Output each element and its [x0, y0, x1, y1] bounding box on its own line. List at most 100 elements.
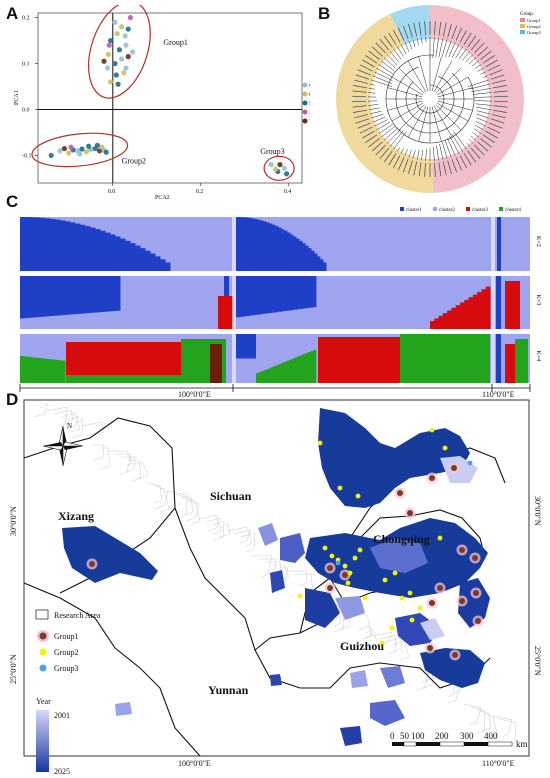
- dendrogram-leaf-label-mark: [402, 159, 409, 173]
- pca-legend-swatch: [302, 118, 308, 124]
- dendrogram-leaf-branch: [369, 83, 375, 86]
- dendrogram-leaf-branch: [467, 79, 490, 87]
- dendrogram-leaf-label-mark: [393, 29, 401, 43]
- dendrogram-leaf-branch: [468, 57, 477, 65]
- dendrogram-leaf-branch: [378, 64, 394, 75]
- dendrogram-leaf-branch: [435, 37, 439, 58]
- dendrogram-leaf-branch: [438, 38, 444, 57]
- county-boundary: [470, 706, 486, 735]
- dendrogram-leaf-label-mark: [447, 160, 452, 175]
- dendrogram-leaf-label-mark: [451, 25, 458, 39]
- dendrogram-leaf-label-mark: [463, 153, 472, 166]
- dendrogram-internal-branch: [431, 106, 442, 142]
- dendrogram-leaf-branch: [474, 100, 492, 102]
- dendrogram-leaf-branch: [376, 121, 391, 131]
- dendrogram-leaf-branch: [380, 60, 395, 72]
- structure-bar-cluster1: [110, 276, 114, 312]
- structure-legend-swatch: [400, 207, 404, 211]
- scale-label-300: 300: [460, 731, 474, 741]
- pca-point: [273, 166, 279, 172]
- dendrogram-internal-branch: [407, 105, 427, 138]
- structure-bar-cluster1: [257, 219, 261, 271]
- county-boundary: [114, 453, 132, 476]
- group2-sample-point: [337, 485, 343, 491]
- structure-bar-cluster1: [296, 276, 301, 310]
- pca-point: [108, 37, 114, 44]
- structure-bar-cluster4: [22, 356, 26, 383]
- structure-bar-cluster3: [438, 315, 444, 329]
- pca-point: [79, 146, 85, 152]
- dendrogram-leaf-label-mark: [467, 35, 477, 48]
- structure-bar-cluster1: [95, 229, 101, 271]
- pca-point: [115, 81, 121, 87]
- group2-ellipse: [31, 132, 129, 168]
- group2-sample-point: [379, 640, 385, 646]
- pca-point: [106, 42, 112, 48]
- scale-label-200: 200: [435, 731, 449, 741]
- structure-bar-cluster1: [300, 276, 304, 309]
- dendrogram-leaf-branch: [473, 128, 482, 134]
- structure-bar-cluster1: [320, 259, 324, 271]
- dendrogram-leaf-label-mark: [388, 153, 397, 166]
- structure-bar-cluster1: [120, 238, 126, 271]
- dendrogram-internal-branch: [418, 106, 429, 142]
- dendrogram-internal-arc: [415, 84, 445, 114]
- lon-label-bottom-100: 100°0'0"E: [178, 759, 211, 768]
- county-boundary: [53, 409, 74, 424]
- county-boundary: [226, 526, 253, 547]
- dendrogram-leaf-label-mark: [397, 157, 405, 171]
- structure-bar-cluster1: [242, 276, 246, 317]
- dendrogram-leaf-label-mark: [492, 79, 506, 84]
- pca-legend-swatch: [302, 100, 308, 106]
- dendrogram-leaf-label-mark: [438, 162, 442, 177]
- structure-bar-cluster1: [26, 276, 31, 318]
- structure-bar-cluster1: [287, 276, 291, 311]
- structure-bar-cluster1: [254, 218, 258, 271]
- structure-bar-cluster1: [20, 276, 24, 319]
- structure-bar-cluster3: [505, 281, 520, 329]
- structure-bar-cluster4: [310, 350, 314, 383]
- dendrogram-leaf-branch: [383, 57, 396, 69]
- structure-bar-cluster1: [245, 217, 249, 271]
- dendrogram-leaf-label-mark: [487, 64, 501, 72]
- structure-bar-cluster1: [53, 276, 58, 316]
- structure-bar-cluster1: [125, 240, 131, 271]
- structure-bar-cluster4: [288, 359, 292, 383]
- structure-bar-cluster4: [66, 375, 181, 383]
- structure-bar-cluster1: [56, 276, 61, 316]
- structure-bar-cluster1: [35, 217, 41, 271]
- structure-k-label: K=3: [535, 295, 541, 306]
- dendrogram-leaf-branch: [416, 149, 420, 160]
- structure-bar-cluster1: [46, 276, 51, 317]
- group3-ellipse: [263, 155, 295, 181]
- dendrogram-leaf-label-mark: [365, 134, 378, 143]
- scale-label-50: 50: [400, 731, 410, 741]
- structure-bar-cluster1: [309, 276, 314, 308]
- region-label-guizhou: Guizhou: [340, 639, 384, 653]
- group1-sample-point: [451, 465, 457, 471]
- dendrogram-leaf-label-mark: [492, 109, 507, 113]
- county-boundary: [364, 628, 379, 649]
- dendrogram-leaf-label-mark: [418, 21, 422, 36]
- dendrogram-leaf-branch: [389, 51, 400, 63]
- scale-unit: km: [516, 739, 528, 749]
- dendrogram-leaf-label-mark: [362, 59, 375, 68]
- structure-bar-cluster3: [434, 318, 440, 329]
- county-boundary: [484, 712, 499, 741]
- dendrogram-leaf-branch: [451, 133, 464, 152]
- structure-bar-cluster3: [318, 337, 400, 383]
- map-legend: Research Area Group1 Group2 Group3 Year …: [35, 609, 101, 776]
- dendrogram-leaf-label-mark: [455, 27, 463, 41]
- sample-points: [86, 427, 484, 661]
- pca-xtick-label: 0.2: [196, 189, 204, 195]
- dendrogram-internal-branch: [433, 105, 453, 138]
- structure-bar-cluster4: [264, 369, 268, 383]
- structure-bar-cluster1: [25, 217, 31, 271]
- pca-point: [86, 143, 92, 149]
- dendrogram-leaf-branch: [447, 138, 456, 156]
- structure-bar-cluster4: [277, 364, 281, 383]
- county-boundary: [491, 715, 513, 738]
- structure-bar-cluster1: [110, 234, 116, 271]
- dendrogram-leaf-branch: [449, 135, 460, 154]
- county-boundary: [33, 403, 49, 418]
